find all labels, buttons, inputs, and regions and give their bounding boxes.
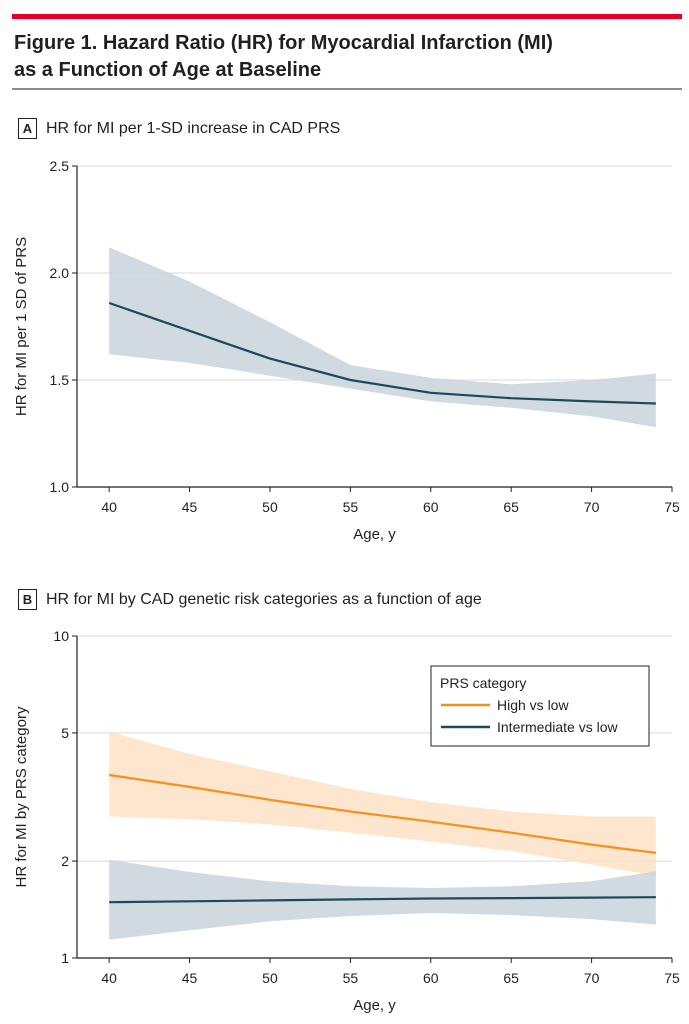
x-tick-label: 70 [584,499,600,515]
panel-b-header: B HR for MI by CAD genetic risk categori… [18,589,482,610]
figure-title-line1: Figure 1. Hazard Ratio (HR) for Myocardi… [14,32,553,54]
y-tick-label: 10 [53,628,69,644]
x-axis-label: Age, y [353,526,396,543]
x-tick-label: 40 [101,970,117,986]
y-tick-label: 1.5 [50,372,70,388]
x-tick-label: 55 [343,499,359,515]
figure-top-rule [12,14,682,19]
legend-title: PRS category [440,675,526,691]
panel-b-chart: 1 2 5 10 40 45 50 55 60 65 70 75 Age, y HR for MI by … [13,628,680,1014]
figure-title-line2: as a Function of Age at Baseline [14,59,322,81]
figure-title-rule [12,88,682,90]
confidence-band-0 [109,247,656,428]
y-tick-label: 1.0 [50,479,70,495]
x-tick-label: 60 [423,970,439,986]
legend-entry-1: Intermediate vs low [497,719,618,735]
x-tick-label: 45 [182,499,198,515]
figure-title: Figure 1. Hazard Ratio (HR) for Myocardi… [14,30,674,84]
x-tick-label: 45 [182,970,198,986]
series-line-0 [109,773,657,854]
x-tick-label: 65 [503,499,519,515]
x-tick-label: 75 [664,970,680,986]
y-tick-label: 2.0 [50,265,70,281]
x-tick-label: 50 [262,499,278,515]
x-tick-label: 65 [503,970,519,986]
y-tick-label: 2 [61,853,69,869]
y-tick-label: 5 [61,725,69,741]
panel-a-chart: 1.0 1.5 2.0 2.5 40 45 50 55 60 65 70 75 Age, y HR for… [13,158,680,543]
y-axis-label: HR for MI by PRS category [13,706,30,887]
x-tick-label: 50 [262,970,278,986]
x-tick-label: 55 [343,970,359,986]
y-tick-label: 2.5 [50,158,70,174]
confidence-band-0 [109,731,656,876]
series-line-1 [109,896,656,904]
series-line-0 [108,301,656,405]
panel-a-header: A HR for MI per 1-SD increase in CAD PRS [18,118,340,139]
panel-b-title: HR for MI by CAD genetic risk categories… [46,590,482,608]
x-tick-label: 60 [423,499,439,515]
x-tick-label: 75 [664,499,680,515]
panel-a-letter: A [18,118,37,139]
y-axis-label: HR for MI per 1 SD of PRS [13,237,30,416]
x-axis-label: Age, y [353,997,396,1014]
panel-b-letter: B [18,589,37,610]
x-tick-label: 70 [584,970,600,986]
x-tick-label: 40 [101,499,117,515]
legend-entry-0: High vs low [497,697,569,713]
y-tick-label: 1 [61,950,69,966]
panel-a-title: HR for MI per 1-SD increase in CAD PRS [46,119,341,137]
